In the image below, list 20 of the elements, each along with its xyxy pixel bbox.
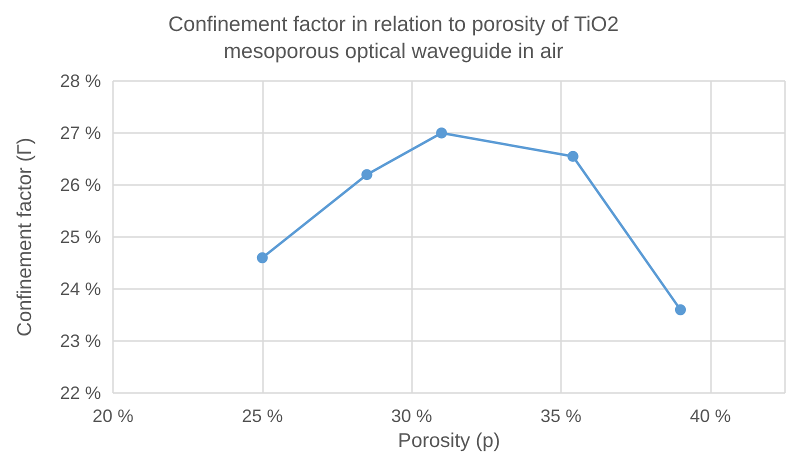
point [674, 304, 686, 316]
point [436, 128, 448, 138]
y-tick-label: 23 % [60, 331, 101, 351]
y-tick-label: 26 % [60, 175, 101, 195]
point [567, 150, 578, 162]
x-tick-label: 20 % [92, 406, 134, 426]
y-tick-label: 24 % [60, 279, 101, 299]
x-tick-label: 40 % [690, 406, 731, 426]
point [256, 252, 268, 264]
y-axis-title: Confinement factor (Γ) [14, 138, 36, 336]
chart-title: Confinement factor in relation to porosity of TiO2 mesoporous optical waveguide in air [168, 13, 619, 63]
y-tick-label: 28 % [60, 71, 101, 91]
y-tick-label: 27 % [60, 123, 101, 143]
x-axis-title: Porosity (p) [398, 430, 500, 452]
y-tick-label: 22 % [60, 383, 101, 403]
point [361, 169, 372, 180]
y-tick-label: 25 % [60, 227, 101, 247]
x-tick-label: 35 % [540, 406, 582, 426]
x-tick-label: 30 % [391, 406, 432, 426]
x-tick-label: 25 % [242, 406, 283, 426]
